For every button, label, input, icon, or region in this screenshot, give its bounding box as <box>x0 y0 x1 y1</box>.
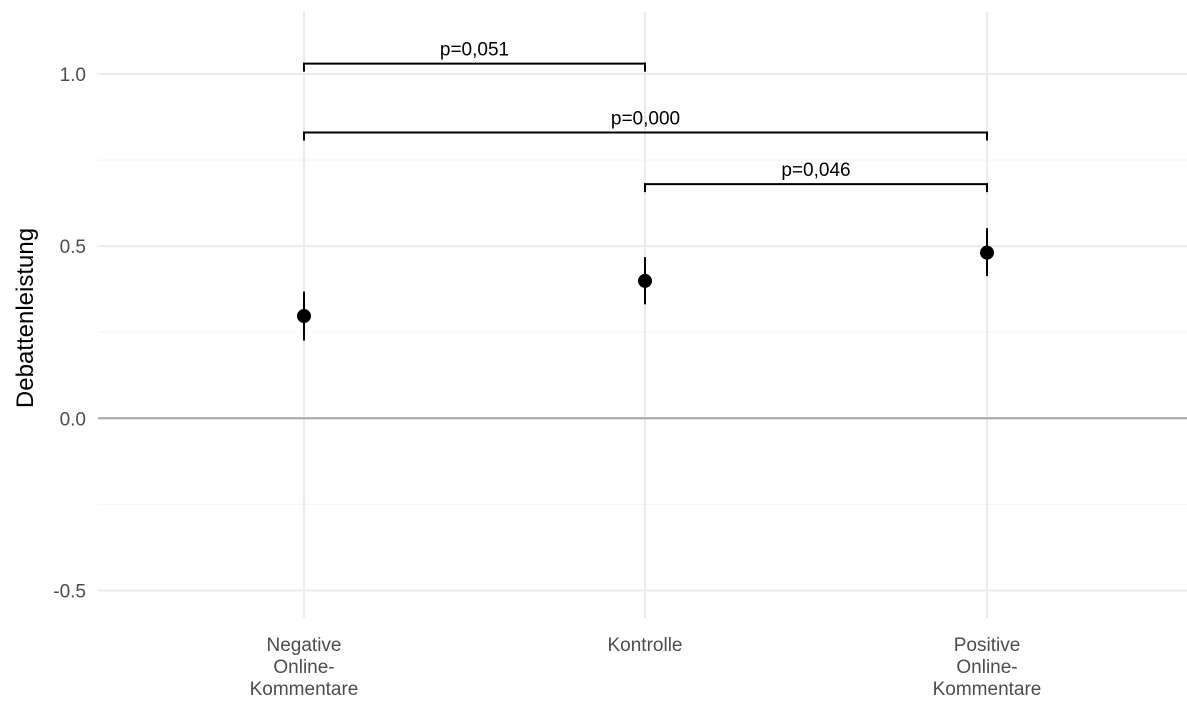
data-points <box>297 228 994 341</box>
grid-lines <box>98 12 1187 618</box>
significance-label: p=0,000 <box>611 109 680 130</box>
significance-bracket <box>644 183 988 193</box>
x-tick-label: Negative Online-Kommentare <box>250 635 359 700</box>
significance-bracket <box>303 131 988 141</box>
x-tick-label-line: Online- <box>956 657 1017 678</box>
y-axis-title: Debattenleistung <box>12 228 39 408</box>
x-tick-label: Positive Online-Kommentare <box>933 635 1042 700</box>
x-tick-label-line: Kommentare <box>933 679 1042 700</box>
significance-label: p=0,051 <box>440 40 509 61</box>
significance-bracket <box>303 62 646 72</box>
data-point <box>980 245 994 260</box>
significance-label: p=0,046 <box>781 160 850 181</box>
x-tick-label-line: Negative <box>267 635 342 656</box>
y-tick-label: 0.5 <box>60 237 86 258</box>
x-tick-label: Kontrolle <box>608 635 683 656</box>
x-tick-label-line: Positive <box>954 635 1021 656</box>
x-tick-label-line: Kontrolle <box>608 635 683 656</box>
y-tick-label: 0.0 <box>60 409 86 430</box>
y-axis-tick-labels: -0.5 0.0 0.5 1.0 <box>53 65 86 602</box>
significance-brackets: p=0,051 p=0,000 p=0,046 <box>303 40 988 193</box>
y-tick-label: 1.0 <box>60 65 86 86</box>
x-tick-label-line: Kommentare <box>250 679 359 700</box>
x-tick-label-line: Online- <box>273 657 334 678</box>
data-point <box>638 273 652 288</box>
y-tick-label: -0.5 <box>53 581 86 602</box>
data-point <box>297 309 311 324</box>
